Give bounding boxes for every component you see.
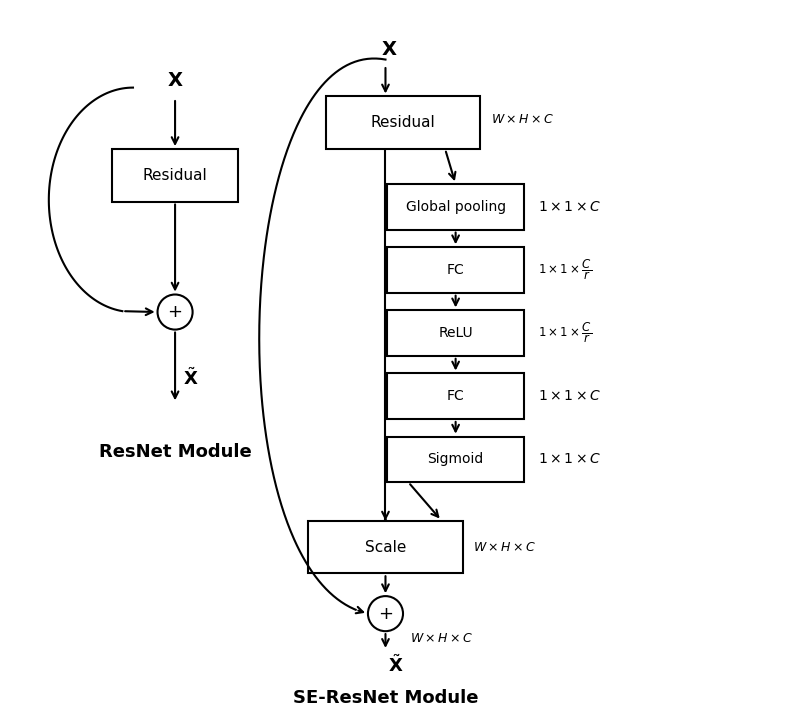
Text: ResNet Module: ResNet Module [99, 443, 251, 461]
Text: $1\times1\times\dfrac{C}{r}$: $1\times1\times\dfrac{C}{r}$ [538, 258, 592, 282]
Text: ReLU: ReLU [438, 326, 473, 340]
Text: +: + [378, 604, 393, 623]
Text: SE-ResNet Module: SE-ResNet Module [293, 689, 478, 707]
Text: Residual: Residual [143, 168, 208, 183]
FancyBboxPatch shape [112, 149, 238, 202]
Text: $\tilde{\mathbf{X}}$: $\tilde{\mathbf{X}}$ [388, 654, 404, 676]
Text: $\mathbf{X}$: $\mathbf{X}$ [381, 39, 398, 59]
Text: FC: FC [447, 390, 464, 403]
Text: Sigmoid: Sigmoid [428, 453, 484, 466]
FancyBboxPatch shape [387, 184, 524, 230]
FancyBboxPatch shape [387, 310, 524, 356]
FancyBboxPatch shape [308, 521, 463, 574]
Text: $W\times H\times C$: $W\times H\times C$ [410, 632, 473, 644]
Text: Residual: Residual [371, 115, 436, 130]
FancyBboxPatch shape [387, 437, 524, 482]
Text: $\tilde{\mathbf{X}}$: $\tilde{\mathbf{X}}$ [183, 368, 198, 390]
FancyBboxPatch shape [387, 247, 524, 293]
Text: $1\times1\times C$: $1\times1\times C$ [538, 453, 601, 466]
Text: $1\times1\times C$: $1\times1\times C$ [538, 200, 601, 214]
Text: $W\times H\times C$: $W\times H\times C$ [473, 541, 536, 553]
Text: $1\times1\times\dfrac{C}{r}$: $1\times1\times\dfrac{C}{r}$ [538, 321, 592, 345]
Text: Scale: Scale [365, 540, 406, 554]
Text: $1\times1\times C$: $1\times1\times C$ [538, 390, 601, 403]
FancyBboxPatch shape [387, 374, 524, 419]
FancyBboxPatch shape [326, 97, 480, 149]
Text: Global pooling: Global pooling [406, 200, 505, 214]
Text: +: + [168, 303, 183, 321]
Text: $W\times H\times C$: $W\times H\times C$ [491, 112, 554, 126]
Text: FC: FC [447, 263, 464, 277]
Text: $\mathbf{X}$: $\mathbf{X}$ [167, 71, 184, 90]
